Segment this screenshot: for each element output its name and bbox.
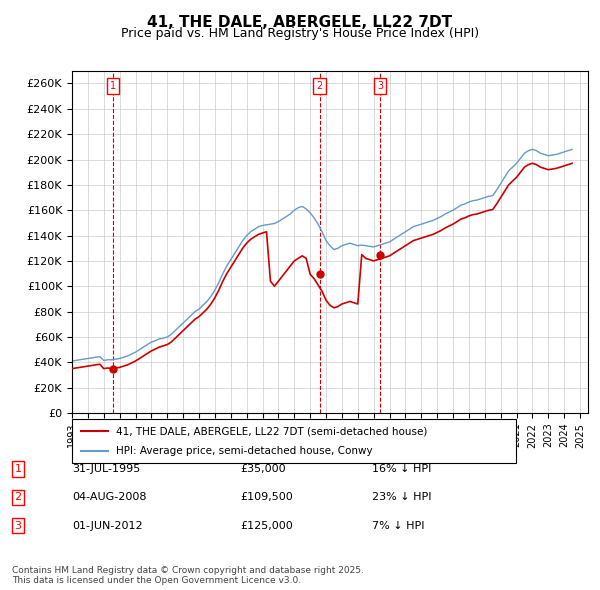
Text: HPI: Average price, semi-detached house, Conwy: HPI: Average price, semi-detached house,… [116, 446, 373, 455]
Text: 41, THE DALE, ABERGELE, LL22 7DT: 41, THE DALE, ABERGELE, LL22 7DT [148, 15, 452, 30]
Text: 16% ↓ HPI: 16% ↓ HPI [372, 464, 431, 474]
FancyBboxPatch shape [72, 419, 516, 463]
Text: 2: 2 [14, 493, 22, 502]
Text: 04-AUG-2008: 04-AUG-2008 [72, 493, 146, 502]
Text: £109,500: £109,500 [240, 493, 293, 502]
Text: £125,000: £125,000 [240, 521, 293, 530]
Text: 23% ↓ HPI: 23% ↓ HPI [372, 493, 431, 502]
Text: 1: 1 [14, 464, 22, 474]
Text: 1: 1 [110, 81, 116, 91]
Text: 01-JUN-2012: 01-JUN-2012 [72, 521, 143, 530]
Text: £35,000: £35,000 [240, 464, 286, 474]
Text: 2: 2 [316, 81, 323, 91]
Text: 41, THE DALE, ABERGELE, LL22 7DT (semi-detached house): 41, THE DALE, ABERGELE, LL22 7DT (semi-d… [116, 427, 428, 436]
Text: Contains HM Land Registry data © Crown copyright and database right 2025.
This d: Contains HM Land Registry data © Crown c… [12, 566, 364, 585]
Text: 3: 3 [377, 81, 383, 91]
Text: 3: 3 [14, 521, 22, 530]
Text: 31-JUL-1995: 31-JUL-1995 [72, 464, 140, 474]
Text: 7% ↓ HPI: 7% ↓ HPI [372, 521, 425, 530]
Text: Price paid vs. HM Land Registry's House Price Index (HPI): Price paid vs. HM Land Registry's House … [121, 27, 479, 40]
